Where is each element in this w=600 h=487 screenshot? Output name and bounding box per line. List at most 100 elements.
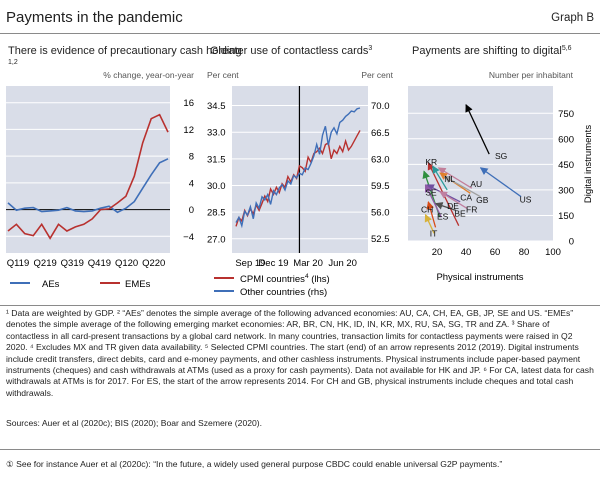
panel2-series-line-right	[235, 107, 361, 229]
panel3-arrow-gb	[443, 175, 481, 198]
panel3-label-ch: CH	[421, 204, 433, 214]
panel1-x-tick-label: Q120	[115, 258, 138, 269]
panel3-y-axis: 0 150 300 450 600 750	[558, 109, 574, 248]
panel3-label-es: ES	[437, 211, 449, 221]
panel1-series-line-emes	[7, 113, 169, 240]
panel3-title: Payments are shifting to digital	[412, 45, 562, 57]
charts-canvas: There is evidence of precautionary cash …	[6, 45, 594, 298]
panel2-right-tick-label: 70.0	[371, 101, 390, 112]
panel2-legend: CPMI countries4 (lhs) Other countries (r…	[214, 273, 330, 298]
panel-digital-shift: Payments are shifting to digital5,6 Numb…	[408, 45, 594, 283]
panel2-x-tick-label: Dec 19	[258, 258, 288, 269]
panel2-left-tick-label: 28.5	[207, 208, 226, 219]
panel3-x-tick-label: 80	[519, 247, 530, 258]
panel3-y-tick-label: 450	[558, 160, 574, 171]
panel3-label-se: SE	[425, 187, 437, 197]
panel1-x-tick-label: Q220	[142, 258, 165, 269]
panel1-y-tick-label: 16	[183, 98, 194, 109]
panel1-x-tick-label: Q319	[61, 258, 84, 269]
panel1-y-tick-label: 12	[183, 125, 194, 136]
panel1-y-tick-label: 4	[189, 178, 194, 189]
graph-header: Payments in the pandemic Graph B	[0, 0, 600, 34]
panel3-y-tick-label: 750	[558, 109, 574, 120]
panel3-label-gb: GB	[476, 195, 489, 205]
panel1-legend: AEs EMEs	[10, 279, 151, 290]
panel1-y-tick-label: 8	[189, 152, 194, 163]
panel2-left-unit: Per cent	[207, 70, 239, 80]
panel3-x-label: Physical instruments	[436, 272, 523, 283]
panel3-label-it: IT	[430, 228, 438, 238]
panel3-label-be: BE	[454, 209, 466, 219]
graph-number: Graph B	[551, 12, 594, 24]
panel2-left-tick-label: 31.5	[207, 154, 226, 165]
panel1-x-tick-label: Q419	[88, 258, 111, 269]
legend-label-other-suffix: (rhs)	[305, 287, 327, 298]
panel2-title-text: Greater use of contactless cards3	[210, 45, 372, 57]
legend-label-cpmi: CPMI countries	[240, 274, 305, 285]
panel3-y-tick-label: 150	[558, 211, 574, 222]
panel1-title: There is evidence of precautionary cash …	[8, 45, 242, 57]
panel2-series	[235, 107, 361, 229]
panel3-gridlines	[408, 112, 553, 242]
panel3-y-tick-label: 300	[558, 185, 574, 196]
panel2-left-tick-label: 33.0	[207, 128, 226, 139]
panel1-x-tick-label: Q219	[34, 258, 57, 269]
chart-notes: ¹ Data are weighted by GDP. ² “AEs” deno…	[6, 308, 594, 398]
panel2-title-sup: 3	[368, 45, 372, 52]
panel2-gridlines	[232, 86, 368, 253]
legend-label-emes: EMEs	[125, 279, 151, 290]
panel3-x-tick-label: 100	[545, 247, 561, 258]
panel2-right-tick-label: 52.5	[371, 234, 390, 245]
top-rule	[0, 33, 600, 34]
panel1-series	[7, 113, 169, 240]
panel2-left-tick-label: 34.5	[207, 101, 226, 112]
panel3-x-tick-label: 20	[432, 247, 443, 258]
panel1-title-sup: 1,2	[8, 59, 18, 66]
panel3-label-nl: NL	[444, 174, 455, 184]
panel3-arrow-es	[424, 184, 442, 218]
panel3-arrow-au	[437, 167, 473, 189]
panel3-arrow-be	[434, 202, 457, 211]
panel2-left-tick-label: 30.0	[207, 181, 226, 192]
legend-label-aes: AEs	[42, 279, 60, 290]
panel3-title-sup: 5,6	[562, 45, 572, 52]
panel1-title-line1: There is evidence of precautionary cash …	[8, 45, 242, 57]
graph-title: Payments in the pandemic	[6, 9, 183, 26]
panel1-unit-label: % change, year-on-year	[103, 70, 194, 80]
panel3-x-tick-label: 60	[490, 247, 501, 258]
panel3-arrow-fr	[439, 191, 468, 210]
panel3-label-kr: KR	[425, 157, 437, 167]
panel3-y-tick-label: 600	[558, 134, 574, 145]
panel3-x-axis: 20 40 60 80 100	[432, 247, 561, 258]
panel1-plot-area	[6, 86, 170, 253]
panel1-series-line-aes	[7, 158, 169, 214]
panel3-title-text: Payments are shifting to digital5,6	[412, 45, 572, 57]
panel3-label-de: DE	[447, 201, 459, 211]
panel1-y-axis: 16 12 8 4 0 −4	[183, 98, 194, 243]
panel1-title-line2: 1,2	[8, 59, 18, 66]
panel3-arrow-sg	[465, 104, 490, 155]
panel2-left-tick-label: 27.0	[207, 234, 226, 245]
panel1-x-tick-label: Q119	[7, 258, 30, 269]
panel3-label-au: AU	[470, 179, 482, 189]
legend-label-other: Other countries	[240, 287, 305, 298]
panel2-right-tick-label: 63.0	[371, 154, 390, 165]
panel2-right-unit: Per cent	[361, 70, 393, 80]
legend-label-other-text: Other countries (rhs)	[240, 287, 327, 298]
sources-line: Sources: Auer et al (2020c); BIS (2020);…	[6, 418, 263, 428]
notes-rule	[0, 305, 600, 306]
panel2-right-tick-label: 66.5	[371, 128, 390, 139]
panel1-y-tick-label: 0	[189, 205, 194, 216]
panel2-title: Greater use of contactless cards	[210, 45, 369, 57]
panel3-unit-label: Number per inhabitant	[489, 70, 574, 80]
panel3-label-fr: FR	[466, 204, 477, 214]
panel2-x-tick-label: Mar 20	[293, 258, 323, 269]
panel2-x-tick-label: Sep 19	[235, 258, 265, 269]
panel3-x-tick-label: 40	[461, 247, 472, 258]
panel3-y-tick-label: 0	[569, 237, 574, 248]
legend-label-cpmi-suffix: (lhs)	[309, 274, 330, 285]
panel2-y-axes: 34.5 33.0 31.5 30.0 28.5 27.0 70.0 66.5 63.0 59.5…	[207, 101, 390, 245]
panel2-series-line-left	[235, 130, 361, 227]
